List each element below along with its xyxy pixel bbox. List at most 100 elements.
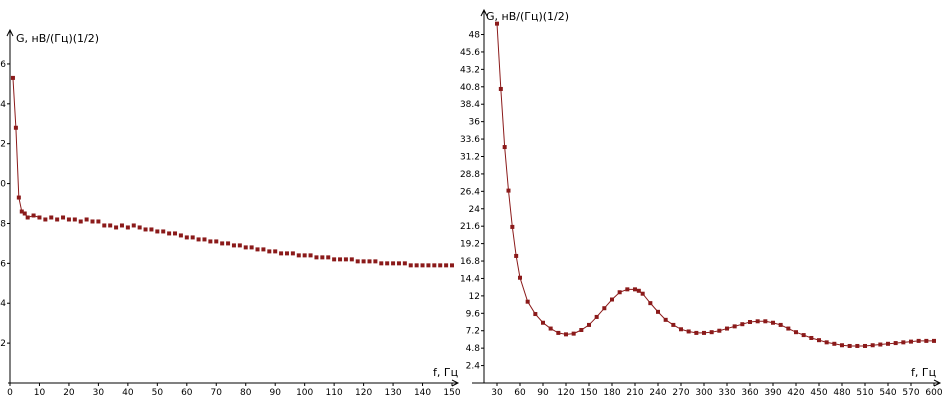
data-point	[594, 314, 599, 319]
data-point	[31, 213, 36, 218]
data-point	[373, 259, 378, 264]
x-tick-label: 450	[810, 388, 827, 398]
x-tick-label: 80	[240, 388, 252, 398]
data-point	[414, 263, 419, 268]
data-point	[208, 239, 213, 244]
data-point	[255, 247, 260, 252]
data-point	[541, 320, 545, 325]
data-point	[338, 257, 343, 262]
data-point	[43, 217, 48, 222]
data-point	[231, 243, 236, 248]
x-tick-label: 300	[695, 388, 712, 398]
data-point	[633, 287, 637, 292]
data-point	[725, 326, 729, 331]
data-point	[679, 327, 683, 332]
data-point	[426, 263, 431, 268]
data-point	[438, 263, 443, 268]
chart-left: G, нВ/(Гц)(1/2) f, Гц 0 10 20 30 40 50 60 70 80 9…	[0, 28, 461, 398]
data-point	[379, 261, 384, 266]
data-point	[343, 257, 348, 262]
data-point	[870, 343, 875, 348]
x-tick-label: 390	[764, 388, 781, 398]
y-tick-label: 6	[0, 259, 6, 269]
chart-left-ylabel: G, нВ/(Гц)(1/2)	[16, 32, 99, 45]
data-point	[161, 229, 166, 234]
y-tick-label: 43.2	[460, 65, 480, 75]
chart-left-xlabel: f, Гц	[433, 366, 458, 379]
data-point	[167, 231, 172, 236]
chart-right: G, нВ/(Гц)(1/2) f, Гц 30 60 90 120 150 180 210…	[460, 8, 942, 398]
x-tick-label: 210	[626, 388, 643, 398]
y-tick-label: 2	[0, 339, 6, 349]
data-point	[184, 235, 189, 240]
data-point	[308, 253, 313, 258]
data-point	[396, 261, 401, 266]
data-point	[702, 330, 706, 335]
x-tick-label: 40	[122, 388, 134, 398]
data-point	[916, 338, 921, 343]
y-tick-label: 38.4	[460, 100, 480, 110]
data-point	[617, 290, 622, 295]
data-point	[444, 263, 449, 268]
data-point	[794, 330, 798, 335]
x-tick-label: 480	[833, 388, 850, 398]
data-point	[125, 225, 130, 230]
x-tick-label: 100	[296, 388, 313, 398]
data-point	[832, 341, 837, 346]
data-point	[564, 332, 568, 337]
x-tick-label: 150	[580, 388, 597, 398]
data-point	[748, 320, 752, 325]
data-point	[108, 223, 113, 228]
x-tick-label: 110	[326, 388, 343, 398]
data-point	[290, 251, 295, 256]
y-tick-label: 16	[0, 60, 6, 70]
data-point	[847, 343, 852, 348]
x-tick-label: 330	[718, 388, 735, 398]
x-axis-arrow	[451, 379, 460, 387]
y-tick-label: 7.2	[466, 327, 480, 337]
data-point	[202, 237, 207, 242]
x-tick-label: 90	[269, 388, 281, 398]
data-point	[506, 188, 511, 193]
data-point	[326, 255, 331, 260]
y-tick-label: 12	[469, 292, 480, 302]
x-tick-label: 240	[649, 388, 666, 398]
series-line	[496, 23, 934, 347]
data-point	[61, 215, 66, 220]
data-point	[119, 223, 124, 228]
x-tick-label: 30	[491, 388, 503, 398]
x-tick-label: 30	[93, 388, 105, 398]
data-point	[13, 125, 18, 130]
data-point	[37, 215, 42, 220]
data-point	[450, 263, 454, 268]
chart-right-xlabel: f, Гц	[911, 366, 936, 379]
data-point	[663, 317, 668, 322]
data-point	[302, 253, 307, 258]
data-point	[261, 247, 266, 252]
y-tick-label: 4.8	[466, 344, 481, 354]
x-tick-label: 20	[63, 388, 75, 398]
data-point	[602, 306, 607, 311]
data-point	[694, 330, 699, 335]
data-point	[178, 233, 183, 238]
y-tick-label: 33.6	[460, 135, 480, 145]
x-tick-label: 570	[902, 388, 919, 398]
data-point	[226, 241, 231, 246]
data-point	[55, 217, 60, 222]
data-point	[367, 259, 372, 264]
y-tick-label: 8	[0, 219, 6, 229]
data-point	[656, 309, 660, 314]
y-tick-label: 36	[469, 118, 481, 128]
y-tick-label: 48	[469, 31, 481, 41]
data-point	[932, 338, 936, 343]
data-point	[636, 288, 641, 293]
y-tick-label: 19.2	[460, 240, 480, 250]
data-point	[220, 241, 225, 246]
data-point	[686, 329, 691, 334]
y-axis-arrow	[6, 28, 14, 37]
data-point	[909, 339, 913, 344]
x-tick-label: 10	[34, 388, 46, 398]
data-point	[709, 330, 714, 335]
data-point	[25, 215, 30, 220]
data-point	[332, 257, 337, 262]
